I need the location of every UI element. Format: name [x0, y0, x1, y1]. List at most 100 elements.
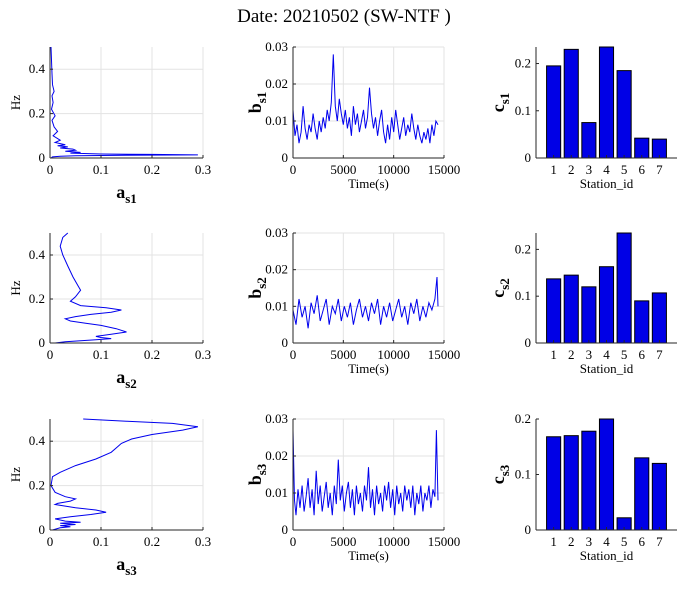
bar-3	[581, 122, 597, 159]
x-tick-label: 0	[47, 162, 54, 177]
series-line	[50, 418, 199, 531]
y-axis-label: bs1	[245, 92, 269, 114]
bar-7	[651, 292, 667, 344]
x-tick-label: 0.2	[144, 347, 160, 362]
x-axis-label: Time(s)	[348, 176, 389, 191]
y-axis-label: cs1	[488, 93, 512, 113]
x-tick-label: 0	[290, 534, 297, 549]
figure-title: Date: 20210502 (SW-NTF )	[237, 6, 451, 27]
x-axis-label: Time(s)	[348, 548, 389, 563]
chart-a-s1: 0 0.1 0.2 0.3 0 0.2 0.4 as1 Hz	[8, 46, 211, 206]
x-tick-label: 0.3	[195, 162, 211, 177]
x-tick-label: 5	[621, 162, 628, 177]
y-tick-label: 0.03	[265, 39, 288, 54]
bar-4	[598, 266, 615, 344]
x-axis-label: Station_id	[580, 176, 634, 191]
x-tick-label: 5000	[330, 162, 356, 177]
series-line	[292, 430, 439, 516]
bar-4	[598, 418, 615, 531]
x-tick-label: 7	[656, 162, 663, 177]
x-tick-label: 0	[290, 162, 297, 177]
x-tick-label: 1	[550, 162, 557, 177]
x-axis-label: as2	[116, 367, 137, 391]
chart-c-s3: 1 2 3 4 5 6 7 0 0.1 0.2 Station_id cs3	[488, 411, 677, 563]
x-tick-label: 7	[656, 347, 663, 362]
x-tick-label: 5	[621, 347, 628, 362]
y-tick-label: 0	[282, 150, 289, 165]
x-axis-label: Station_id	[580, 361, 634, 376]
chart-a-s3: 0 0.1 0.2 0.3 0 0.2 0.4 as3 Hz	[8, 418, 211, 578]
y-axis-label: bs3	[245, 463, 269, 485]
y-tick-label: 0.4	[29, 247, 46, 262]
y-axis-label: Hz	[8, 280, 23, 295]
x-tick-label: 5	[621, 534, 628, 549]
x-tick-label: 10000	[377, 347, 410, 362]
bar-3	[581, 286, 597, 344]
x-tick-label: 15000	[428, 347, 461, 362]
y-tick-label: 0.02	[265, 76, 288, 91]
bar-1	[546, 436, 562, 531]
y-tick-label: 0	[282, 335, 289, 350]
bar-2	[563, 435, 579, 531]
x-tick-label: 0.3	[195, 347, 211, 362]
bar-4	[598, 46, 615, 159]
bar-5	[616, 232, 632, 344]
y-tick-label: 0.2	[515, 56, 531, 71]
bar-3	[581, 430, 597, 531]
y-tick-label: 0	[525, 150, 532, 165]
y-tick-label: 0	[39, 522, 46, 537]
bar-5	[616, 70, 632, 159]
y-axis-label: bs2	[245, 277, 269, 299]
series-line	[55, 232, 127, 344]
x-tick-label: 10000	[377, 162, 410, 177]
series-line	[292, 54, 439, 144]
x-tick-label: 5000	[330, 534, 356, 549]
y-axis-label: Hz	[8, 95, 23, 110]
chart-c-s1: 1 2 3 4 5 6 7 0 0.1 0.2 Station_id cs1	[488, 46, 677, 191]
y-tick-label: 0.02	[265, 448, 288, 463]
y-tick-label: 0.01	[265, 298, 288, 313]
y-tick-label: 0.03	[265, 225, 288, 240]
chart-b-s2: 0 5000 10000 15000 0 0.01 0.02 0.03 Time(s) bs2	[245, 225, 460, 376]
y-tick-label: 0.01	[265, 113, 288, 128]
y-tick-label: 0.2	[29, 291, 45, 306]
x-tick-label: 2	[568, 162, 575, 177]
y-tick-label: 0	[282, 522, 289, 537]
chart-b-s3: 0 5000 10000 15000 0 0.01 0.02 0.03 Time(s) bs3	[245, 411, 460, 563]
x-tick-label: 4	[603, 162, 610, 177]
x-tick-label: 3	[586, 347, 593, 362]
y-tick-label: 0.03	[265, 411, 288, 426]
y-tick-label: 0.02	[265, 262, 288, 277]
x-tick-label: 10000	[377, 534, 410, 549]
x-tick-label: 0	[290, 347, 297, 362]
x-axis-label: as1	[116, 182, 137, 206]
plot-area	[293, 233, 444, 343]
y-tick-label: 0.2	[515, 241, 531, 256]
series-line	[292, 276, 439, 329]
x-tick-label: 0.3	[195, 534, 211, 549]
x-tick-label: 1	[550, 534, 557, 549]
x-tick-label: 6	[639, 347, 646, 362]
chart-b-s1: 0 5000 10000 15000 0 0.01 0.02 0.03 Time(s) bs1	[245, 39, 460, 191]
x-tick-label: 3	[586, 534, 593, 549]
x-tick-label: 1	[550, 347, 557, 362]
x-tick-label: 4	[603, 347, 610, 362]
y-tick-label: 0	[39, 150, 46, 165]
y-tick-label: 0.1	[515, 103, 531, 118]
y-axis-label: cs2	[488, 278, 512, 298]
x-tick-label: 0.2	[144, 534, 160, 549]
x-tick-label: 0.1	[93, 534, 109, 549]
plot-area	[50, 419, 203, 530]
y-tick-label: 0	[525, 335, 532, 350]
x-tick-label: 0	[47, 347, 54, 362]
bar-7	[651, 462, 667, 531]
x-tick-label: 2	[568, 534, 575, 549]
chart-a-s2: 0 0.1 0.2 0.3 0 0.2 0.4 as2 Hz	[8, 232, 211, 391]
bar-1	[546, 278, 562, 344]
x-tick-label: 7	[656, 534, 663, 549]
y-tick-label: 0	[39, 335, 46, 350]
y-tick-label: 0.01	[265, 485, 288, 500]
bar-2	[563, 274, 579, 344]
x-tick-label: 2	[568, 347, 575, 362]
y-tick-label: 0.2	[29, 478, 45, 493]
